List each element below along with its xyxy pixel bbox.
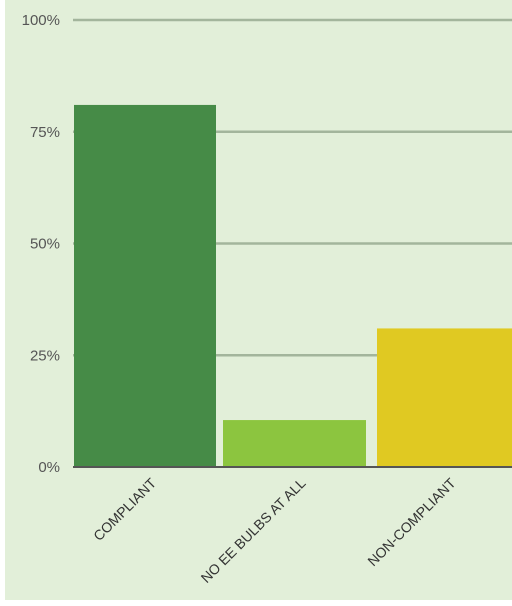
y-tick-label: 75%	[30, 124, 60, 141]
bars	[74, 104, 512, 468]
bar-non-compliant	[377, 328, 512, 467]
x-category-label: COMPLIANT	[90, 474, 159, 543]
bar-compliant	[74, 104, 216, 468]
x-axis-categories: COMPLIANT NO EE BULBS AT ALL NON-COMPLIANT	[90, 474, 459, 585]
x-category-label: NO EE BULBS AT ALL	[198, 475, 309, 586]
y-axis-ticks: 0% 25% 50% 75% 100%	[22, 12, 60, 476]
y-tick-label: 50%	[30, 236, 60, 253]
bar-no-ee-bulbs-at-all	[223, 420, 366, 467]
x-category-label: NON-COMPLIANT	[364, 474, 459, 569]
y-tick-label: 0%	[38, 459, 60, 476]
y-tick-label: 100%	[22, 12, 60, 29]
y-tick-label: 25%	[30, 347, 60, 364]
